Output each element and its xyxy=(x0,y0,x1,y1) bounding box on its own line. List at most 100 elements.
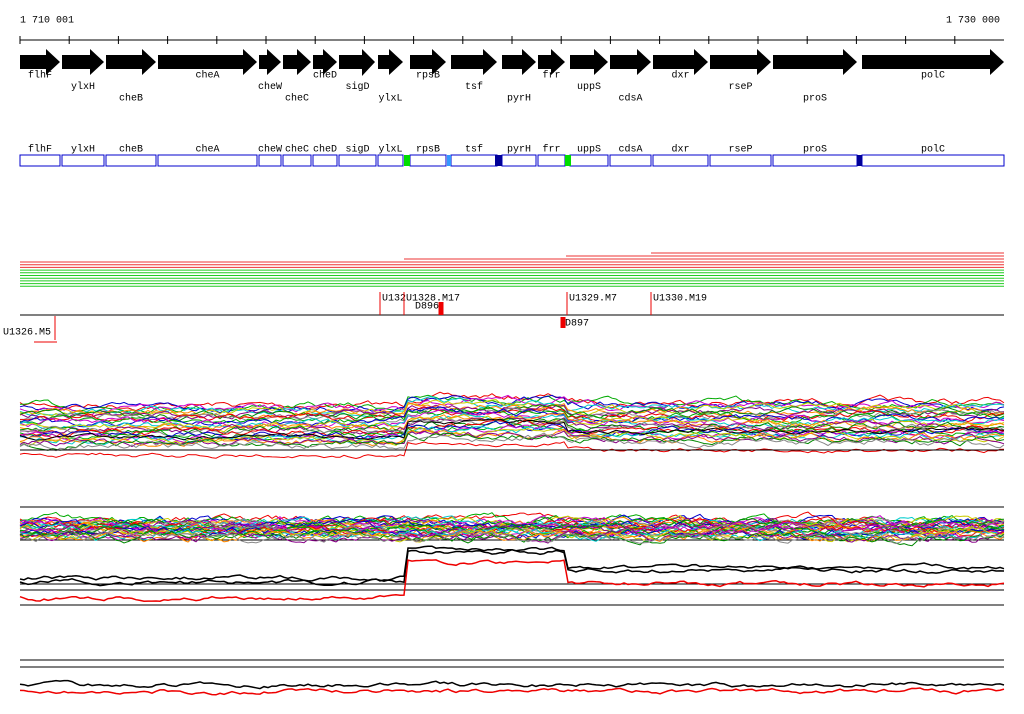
gene-label: cdsA xyxy=(618,93,642,105)
gene-arrow xyxy=(773,49,857,75)
trace xyxy=(19,406,1005,424)
gene-box-label: polC xyxy=(921,144,945,156)
segment-label: U1329.M7 xyxy=(569,294,617,305)
segment-label: U1326.M5 xyxy=(3,328,51,339)
gene-box-label: cheA xyxy=(195,144,219,156)
feature xyxy=(857,155,862,166)
trace xyxy=(19,528,1005,543)
gene-label: rpsB xyxy=(416,71,440,82)
trace xyxy=(19,526,1005,540)
gene-arrow xyxy=(20,49,60,75)
gene-label: pyrH xyxy=(507,94,531,105)
gene-label: rseP xyxy=(728,82,752,93)
gene-arrow xyxy=(451,49,497,75)
trace xyxy=(19,441,1005,460)
gene-label: dxr xyxy=(671,70,689,82)
gene-box xyxy=(709,154,772,167)
trace xyxy=(19,420,1005,441)
gene-label: frr xyxy=(542,70,560,82)
trace xyxy=(19,432,1005,452)
trace xyxy=(20,419,1005,439)
ruler-start: 1 710 001 xyxy=(20,16,74,27)
trace xyxy=(19,559,1005,602)
trace xyxy=(19,679,1005,690)
trace xyxy=(19,417,1005,438)
gene-box-label: ylxH xyxy=(71,144,95,156)
gene-box-label: proS xyxy=(803,145,827,156)
segment-label: U1328.M17 xyxy=(406,294,460,305)
gene-arrow xyxy=(610,49,651,75)
trace xyxy=(19,394,1005,416)
gene-box-label: tsf xyxy=(465,144,483,156)
segment-label: U1330.M19 xyxy=(653,294,707,305)
gene-arrow xyxy=(106,49,156,75)
trace xyxy=(19,432,1005,451)
gene-arrow xyxy=(862,49,1004,75)
gene-box-label: cheC xyxy=(285,144,309,156)
gene-box-label: pyrH xyxy=(507,145,531,156)
trace xyxy=(19,406,1005,428)
feature xyxy=(495,155,502,166)
gene-arrow xyxy=(570,49,608,75)
gene-label: cheC xyxy=(285,93,309,105)
gene-box xyxy=(282,154,312,167)
gene-label: cheB xyxy=(119,93,143,105)
trace xyxy=(19,526,1005,542)
gene-box xyxy=(312,154,338,167)
gene-box xyxy=(61,154,105,167)
segment-label: U132 xyxy=(382,294,406,305)
trace xyxy=(19,402,1005,420)
trace xyxy=(19,526,1005,544)
gene-box xyxy=(772,154,858,167)
segment-label: D897 xyxy=(565,319,589,330)
gene-box xyxy=(609,154,652,167)
gene-arrow xyxy=(653,49,708,75)
gene-arrow xyxy=(378,49,403,75)
gene-arrow xyxy=(538,49,565,75)
gene-box-label: dxr xyxy=(671,144,689,156)
gene-box-label: rseP xyxy=(728,145,752,156)
gene-box xyxy=(537,154,566,167)
gene-label: polC xyxy=(921,70,945,82)
gene-box xyxy=(258,154,282,167)
gene-box-label: cdsA xyxy=(618,144,642,156)
gene-arrow xyxy=(710,49,771,75)
trace xyxy=(19,687,1005,696)
gene-label: proS xyxy=(803,94,827,105)
gene-box-label: cheW xyxy=(258,144,282,156)
gene-box-label: cheD xyxy=(313,144,337,156)
gene-box xyxy=(652,154,709,167)
trace xyxy=(19,399,1005,419)
gene-box xyxy=(501,154,537,167)
gene-box xyxy=(861,154,1005,167)
feature xyxy=(404,155,410,166)
segment-label: D896 xyxy=(415,302,439,313)
gene-box xyxy=(377,154,404,167)
gene-arrow xyxy=(62,49,104,75)
gene-box-label: rpsB xyxy=(416,145,440,156)
gene-label: cheW xyxy=(258,81,282,93)
gene-label: cheD xyxy=(313,70,337,82)
gene-label: ylxH xyxy=(71,81,95,93)
gene-label: uppS xyxy=(577,82,601,93)
gene-box xyxy=(450,154,498,167)
gene-arrow xyxy=(158,49,257,75)
gene-label: ylxL xyxy=(378,93,402,105)
gene-label: sigD xyxy=(345,81,369,93)
gene-box-label: uppS xyxy=(577,145,601,156)
trace xyxy=(19,528,1005,545)
trace xyxy=(19,549,1005,587)
gene-arrow xyxy=(259,49,281,75)
trace xyxy=(19,529,1005,547)
gene-label: cheA xyxy=(195,70,219,82)
feature xyxy=(447,155,451,166)
gene-arrow xyxy=(313,49,337,75)
gene-box xyxy=(338,154,377,167)
gene-box xyxy=(157,154,258,167)
gene-box xyxy=(105,154,157,167)
gene-box-label: sigD xyxy=(345,144,369,156)
gene-box-label: frr xyxy=(542,144,560,156)
gene-arrow xyxy=(502,49,536,75)
trace xyxy=(19,545,1005,582)
